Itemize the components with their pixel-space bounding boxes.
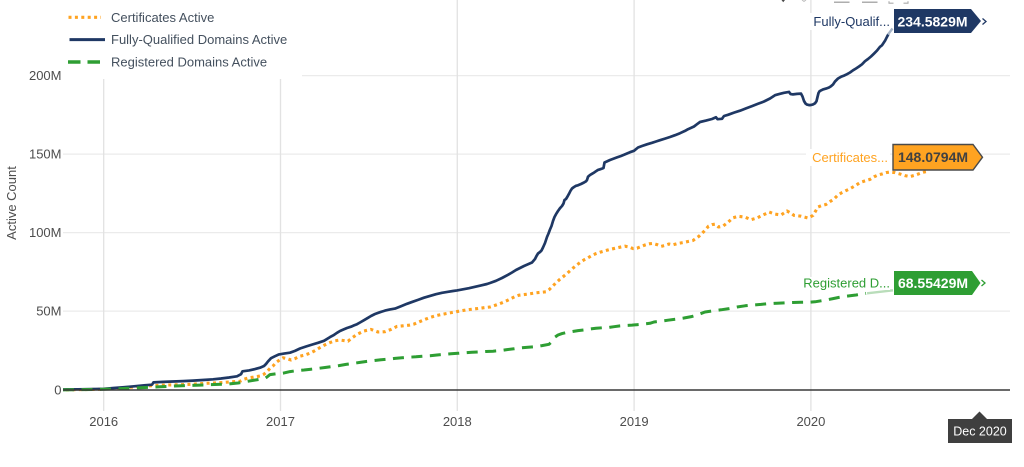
svg-text:Dec 2020: Dec 2020: [953, 425, 1007, 439]
svg-text:148.0794M: 148.0794M: [898, 149, 968, 165]
svg-text:Certificates Active: Certificates Active: [111, 10, 214, 25]
svg-text:2017: 2017: [266, 414, 295, 429]
svg-text:Certificates...: Certificates...: [812, 150, 888, 165]
svg-text:Active Count: Active Count: [4, 166, 19, 240]
svg-text:50M: 50M: [36, 304, 61, 319]
svg-text:2018: 2018: [443, 414, 472, 429]
svg-text:Registered D...: Registered D...: [803, 276, 890, 291]
svg-text:150M: 150M: [29, 147, 62, 162]
svg-text:2019: 2019: [620, 414, 649, 429]
svg-text:234.5829M: 234.5829M: [897, 13, 967, 29]
svg-text:200M: 200M: [29, 68, 62, 83]
svg-text:2020: 2020: [796, 414, 825, 429]
svg-text:0: 0: [54, 383, 61, 398]
svg-text:Fully-Qualif...: Fully-Qualif...: [813, 14, 890, 29]
svg-text:68.55429M: 68.55429M: [898, 275, 968, 291]
svg-text:Registered Domains Active: Registered Domains Active: [111, 55, 267, 70]
svg-text:100M: 100M: [29, 225, 62, 240]
svg-text:Fully-Qualified Domains Active: Fully-Qualified Domains Active: [111, 32, 287, 47]
svg-text:2016: 2016: [89, 414, 118, 429]
